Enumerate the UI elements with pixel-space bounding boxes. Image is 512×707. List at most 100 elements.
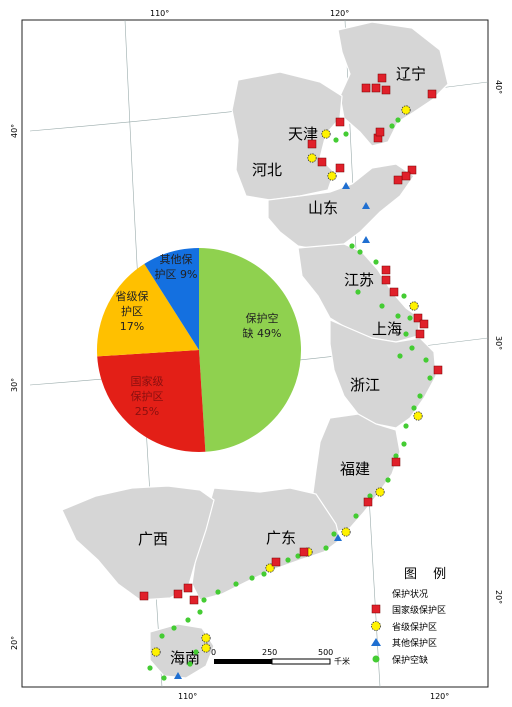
- site-markers: [139, 73, 443, 681]
- label-liaoning: 辽宁: [396, 65, 426, 83]
- gap-marker: [403, 423, 409, 429]
- gap-marker: [249, 575, 255, 581]
- gap-marker: [197, 609, 203, 615]
- national-marker: [407, 165, 417, 175]
- gap-marker: [393, 453, 399, 459]
- national-marker: [381, 275, 391, 285]
- gap-marker: [187, 661, 193, 667]
- pie-slice-2: [96, 263, 199, 357]
- province-guangxi: [61, 485, 215, 601]
- national-marker: [307, 139, 317, 149]
- lat-tick-20-right: 20°: [494, 590, 503, 604]
- gap-marker: [161, 675, 167, 681]
- pie-label-0: 保护空缺 49%: [243, 311, 282, 340]
- pie-label-2: 省级保护区 17%: [116, 289, 149, 333]
- national-marker: [415, 329, 425, 339]
- provincial-marker: [321, 129, 331, 139]
- lat-tick-20-left: 20°: [10, 636, 19, 650]
- gap-marker: [343, 131, 349, 137]
- lat-tick-40-left: 40°: [10, 124, 19, 138]
- pie-label-1: 国家级保护区 25%: [131, 374, 164, 418]
- label-jiangsu: 江苏: [344, 271, 374, 289]
- gap-marker: [367, 493, 373, 499]
- gap-marker: [171, 625, 177, 631]
- legend-symbol-provincial: [371, 621, 381, 631]
- gap-marker: [353, 513, 359, 519]
- national-marker: [381, 265, 391, 275]
- label-hebei: 河北: [252, 161, 282, 179]
- gap-marker: [147, 665, 153, 671]
- gap-marker: [201, 597, 207, 603]
- gap-marker: [395, 117, 401, 123]
- national-marker: [139, 591, 149, 601]
- national-marker: [391, 457, 401, 467]
- national-marker: [427, 89, 437, 99]
- scale-label-250: 250: [262, 648, 277, 657]
- national-marker: [363, 497, 373, 507]
- legend-symbol-other: [371, 638, 381, 646]
- province-guangdong: [191, 487, 341, 601]
- national-marker: [381, 85, 391, 95]
- lat-tick-30-right: 30°: [494, 336, 503, 350]
- provincial-marker: [201, 633, 211, 643]
- gap-marker: [427, 375, 433, 381]
- province-liaoning: [337, 21, 449, 147]
- provincial-marker: [341, 527, 351, 537]
- gap-marker: [355, 289, 361, 295]
- gap-marker: [285, 557, 291, 563]
- legend-symbol-national: [371, 604, 381, 614]
- legend-symbol-gap: [372, 655, 380, 663]
- gap-marker: [349, 243, 355, 249]
- lon-tick-110-top: 110°: [150, 9, 169, 18]
- gap-marker: [401, 441, 407, 447]
- provincial-marker: [307, 153, 317, 163]
- national-marker: [299, 547, 309, 557]
- pie-slice-0: [199, 248, 302, 452]
- gap-marker: [357, 249, 363, 255]
- national-marker: [413, 313, 423, 323]
- national-marker: [401, 171, 411, 181]
- national-marker: [317, 157, 327, 167]
- legend: 图 例 保护状况 国家级保护区 省级保护区 其他保护区 保护空缺: [371, 567, 446, 666]
- lat-tick-30-left: 30°: [10, 378, 19, 392]
- scale-bar-black: [214, 659, 272, 664]
- national-marker: [433, 365, 443, 375]
- gap-marker: [411, 405, 417, 411]
- gap-marker: [379, 303, 385, 309]
- gap-marker: [323, 545, 329, 551]
- coordinate-ticks: 110° 120° 110° 120° 40° 30° 40° 30° 20° …: [10, 9, 503, 701]
- national-marker: [189, 595, 199, 605]
- gap-marker: [233, 581, 239, 587]
- protection-status-pie: 保护空缺 49% 国家级保护区 25% 省级保护区 17%其他保护区 9%: [96, 248, 302, 453]
- provincial-marker: [409, 301, 419, 311]
- provincial-marker: [327, 171, 337, 181]
- lon-tick-120-top: 120°: [330, 9, 349, 18]
- other-marker: [334, 534, 342, 541]
- legend-subtitle: 保护状况: [392, 588, 428, 600]
- scale-unit: 千米: [334, 656, 350, 666]
- gap-marker: [193, 649, 199, 655]
- gap-marker: [401, 293, 407, 299]
- pie-slice-1: [97, 350, 206, 453]
- gap-marker: [407, 315, 413, 321]
- gap-marker: [385, 477, 391, 483]
- other-marker: [362, 202, 370, 209]
- gap-marker: [389, 123, 395, 129]
- lat-tick-40-right: 40°: [494, 80, 503, 94]
- provincial-marker: [401, 105, 411, 115]
- gap-marker: [417, 393, 423, 399]
- province-labels: 辽宁 天津 河北 山东 江苏 上海 浙江 福建 广东 广西 海南: [138, 65, 426, 667]
- provincial-marker: [375, 487, 385, 497]
- gap-marker: [261, 571, 267, 577]
- label-shanghai: 上海: [372, 320, 402, 338]
- lon-tick-120-bottom: 120°: [430, 692, 449, 701]
- label-hainan: 海南: [170, 649, 200, 667]
- scale-label-500: 500: [318, 648, 333, 657]
- other-marker: [362, 236, 370, 243]
- province-hebei: [231, 71, 343, 201]
- national-marker: [183, 583, 193, 593]
- other-marker: [342, 182, 350, 189]
- provincial-marker: [201, 643, 211, 653]
- province-shandong: [267, 163, 415, 251]
- scale-bar: 0 250 500 千米: [211, 648, 350, 666]
